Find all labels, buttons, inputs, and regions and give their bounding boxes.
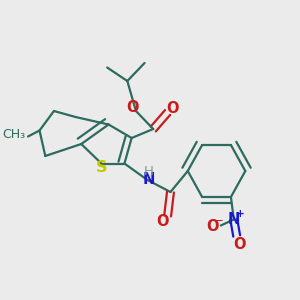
Text: O: O	[167, 101, 179, 116]
Text: O: O	[206, 220, 219, 235]
Text: O: O	[233, 238, 246, 253]
Text: H: H	[144, 165, 154, 178]
Text: O: O	[126, 100, 139, 116]
Text: N: N	[228, 212, 240, 227]
Text: −: −	[214, 214, 224, 227]
Text: O: O	[156, 214, 169, 229]
Text: S: S	[96, 160, 107, 175]
Text: CH₃: CH₃	[3, 128, 26, 142]
Text: +: +	[236, 209, 244, 219]
Text: N: N	[143, 172, 155, 187]
